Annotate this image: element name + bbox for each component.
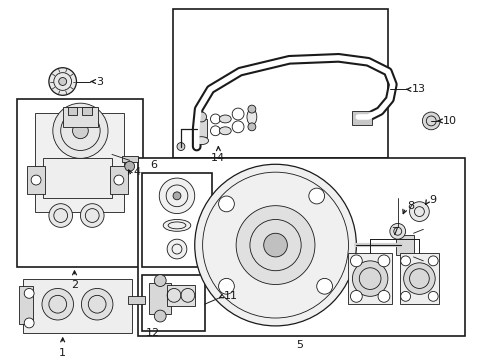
Circle shape bbox=[218, 196, 234, 212]
Circle shape bbox=[377, 255, 389, 267]
Bar bbox=[43, 158, 112, 198]
Bar bbox=[352, 111, 371, 125]
Bar bbox=[348, 253, 391, 304]
Circle shape bbox=[308, 188, 324, 204]
Bar bbox=[196, 119, 206, 137]
Circle shape bbox=[124, 161, 134, 171]
Circle shape bbox=[59, 77, 66, 85]
Text: 14: 14 bbox=[211, 153, 225, 163]
Bar bbox=[110, 166, 127, 194]
Bar bbox=[173, 9, 387, 158]
Text: 5: 5 bbox=[295, 340, 302, 350]
Text: 4: 4 bbox=[133, 167, 141, 177]
Circle shape bbox=[352, 261, 387, 296]
Text: 13: 13 bbox=[411, 84, 425, 94]
Text: 6: 6 bbox=[150, 160, 157, 170]
Circle shape bbox=[31, 175, 41, 185]
Circle shape bbox=[173, 192, 181, 200]
Circle shape bbox=[49, 68, 76, 95]
Ellipse shape bbox=[163, 220, 190, 231]
Ellipse shape bbox=[219, 115, 231, 123]
Bar bbox=[27, 166, 45, 194]
Circle shape bbox=[24, 318, 34, 328]
Circle shape bbox=[49, 204, 72, 228]
Circle shape bbox=[154, 275, 166, 287]
Bar bbox=[141, 173, 212, 267]
Ellipse shape bbox=[219, 127, 231, 135]
Circle shape bbox=[403, 263, 434, 294]
Circle shape bbox=[236, 206, 314, 284]
Circle shape bbox=[247, 123, 255, 131]
Circle shape bbox=[53, 103, 108, 158]
Circle shape bbox=[80, 204, 104, 228]
Circle shape bbox=[316, 278, 332, 294]
Text: 11: 11 bbox=[224, 291, 238, 301]
Ellipse shape bbox=[194, 137, 208, 145]
Text: 7: 7 bbox=[390, 227, 398, 237]
Circle shape bbox=[400, 291, 410, 301]
Ellipse shape bbox=[246, 109, 256, 125]
Circle shape bbox=[167, 239, 186, 259]
Text: 1: 1 bbox=[59, 348, 66, 357]
Bar bbox=[395, 235, 413, 255]
Circle shape bbox=[24, 288, 34, 298]
Circle shape bbox=[72, 123, 88, 139]
Circle shape bbox=[218, 278, 234, 294]
Text: 8: 8 bbox=[407, 201, 414, 211]
Text: 9: 9 bbox=[428, 195, 435, 205]
Text: 2: 2 bbox=[71, 280, 78, 289]
Circle shape bbox=[247, 105, 255, 113]
Circle shape bbox=[427, 291, 437, 301]
Circle shape bbox=[350, 291, 362, 302]
Bar bbox=[62, 107, 98, 127]
Bar bbox=[67, 107, 77, 115]
Bar bbox=[122, 156, 137, 162]
Bar bbox=[167, 284, 194, 306]
Bar bbox=[399, 253, 438, 304]
Bar bbox=[149, 283, 171, 314]
Text: 10: 10 bbox=[442, 116, 456, 126]
Text: 3: 3 bbox=[96, 77, 103, 86]
Circle shape bbox=[194, 164, 356, 326]
Circle shape bbox=[81, 288, 113, 320]
Circle shape bbox=[263, 233, 287, 257]
Text: 12: 12 bbox=[146, 328, 160, 338]
Circle shape bbox=[400, 256, 410, 266]
Bar bbox=[35, 113, 123, 212]
Circle shape bbox=[389, 224, 405, 239]
Circle shape bbox=[154, 310, 166, 322]
Circle shape bbox=[377, 291, 389, 302]
Bar bbox=[137, 158, 464, 336]
Bar bbox=[20, 287, 33, 324]
Circle shape bbox=[114, 175, 123, 185]
Circle shape bbox=[409, 202, 428, 221]
Circle shape bbox=[350, 255, 362, 267]
Bar bbox=[127, 296, 145, 304]
Bar bbox=[141, 275, 204, 331]
Bar bbox=[23, 279, 131, 333]
Bar bbox=[17, 99, 143, 267]
Circle shape bbox=[427, 256, 437, 266]
Circle shape bbox=[159, 178, 194, 213]
Circle shape bbox=[422, 112, 439, 130]
Circle shape bbox=[42, 288, 73, 320]
Circle shape bbox=[196, 112, 206, 122]
Bar bbox=[82, 107, 92, 115]
Circle shape bbox=[177, 143, 184, 150]
